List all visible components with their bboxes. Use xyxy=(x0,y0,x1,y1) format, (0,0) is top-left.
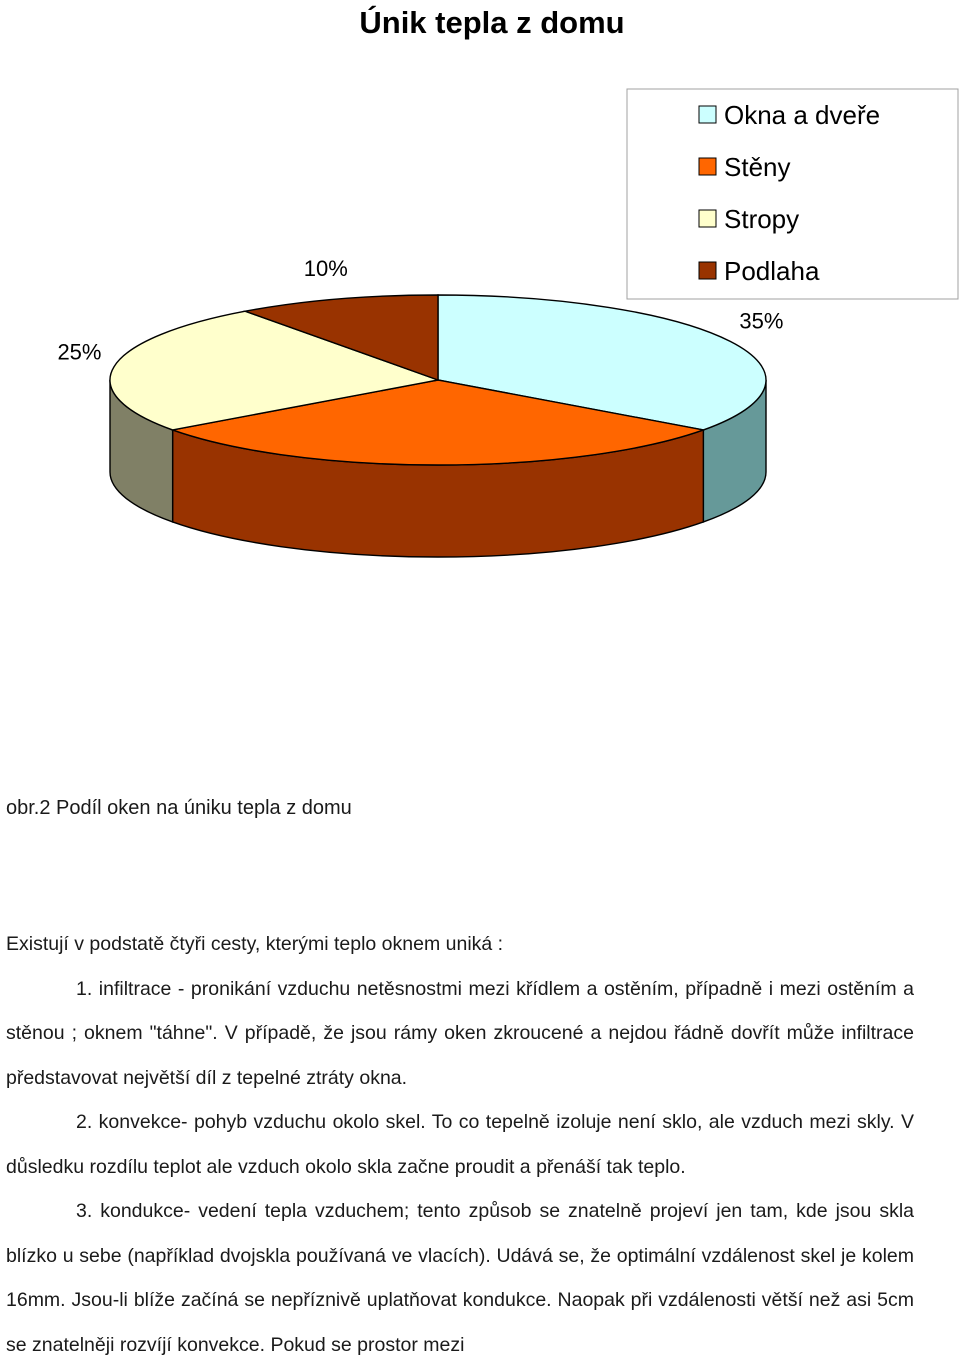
paragraph-infiltration: 1. infiltrace - pronikání vzduchu netěsn… xyxy=(6,977,914,1089)
pie-slice-okna-a-dvere xyxy=(437,294,767,431)
pie-group xyxy=(109,294,767,558)
body-text: Existují v podstatě čtyři cesty, kterými… xyxy=(6,922,914,1367)
pie-slice-stropy xyxy=(109,310,441,431)
legend-label-steny: Stěny xyxy=(724,152,791,182)
pie-slice-steny xyxy=(169,379,707,466)
data-label-podlaha: 10% xyxy=(304,256,348,281)
chart-title: Únik tepla z domu xyxy=(359,4,624,40)
legend-swatch-steny xyxy=(698,157,717,176)
legend-label-okna-a-dvere: Okna a dveře xyxy=(724,100,880,130)
data-label-stropy: 25% xyxy=(57,340,101,365)
legend-swatch-okna-a-dvere xyxy=(698,105,717,124)
pie-chart: Únik tepla z domu Okna a dveře Stěny Strop… xyxy=(57,4,959,558)
legend-box xyxy=(626,88,959,300)
legend: Okna a dveře Stěny Stropy Podlaha xyxy=(698,100,880,286)
legend-swatch-stropy xyxy=(698,209,717,228)
legend-label-podlaha: Podlaha xyxy=(724,256,820,286)
figure-caption: obr.2 Podíl oken na úniku tepla z domu xyxy=(6,797,352,819)
paragraph-conduction: 3. kondukce- vedení tepla vzduchem; tent… xyxy=(6,1200,914,1356)
data-labels: 35%30%25%10% xyxy=(57,256,783,365)
pie-slice-podlaha xyxy=(242,294,439,381)
paragraph-convection: 2. konvekce- pohyb vzduchu okolo skel. T… xyxy=(6,1111,914,1178)
data-label-okna-a-dvere: 35% xyxy=(739,308,783,333)
legend-swatch-podlaha xyxy=(698,261,717,280)
paragraph-intro: Existují v podstatě čtyři cesty, kterými… xyxy=(6,933,504,955)
legend-label-stropy: Stropy xyxy=(724,204,799,234)
